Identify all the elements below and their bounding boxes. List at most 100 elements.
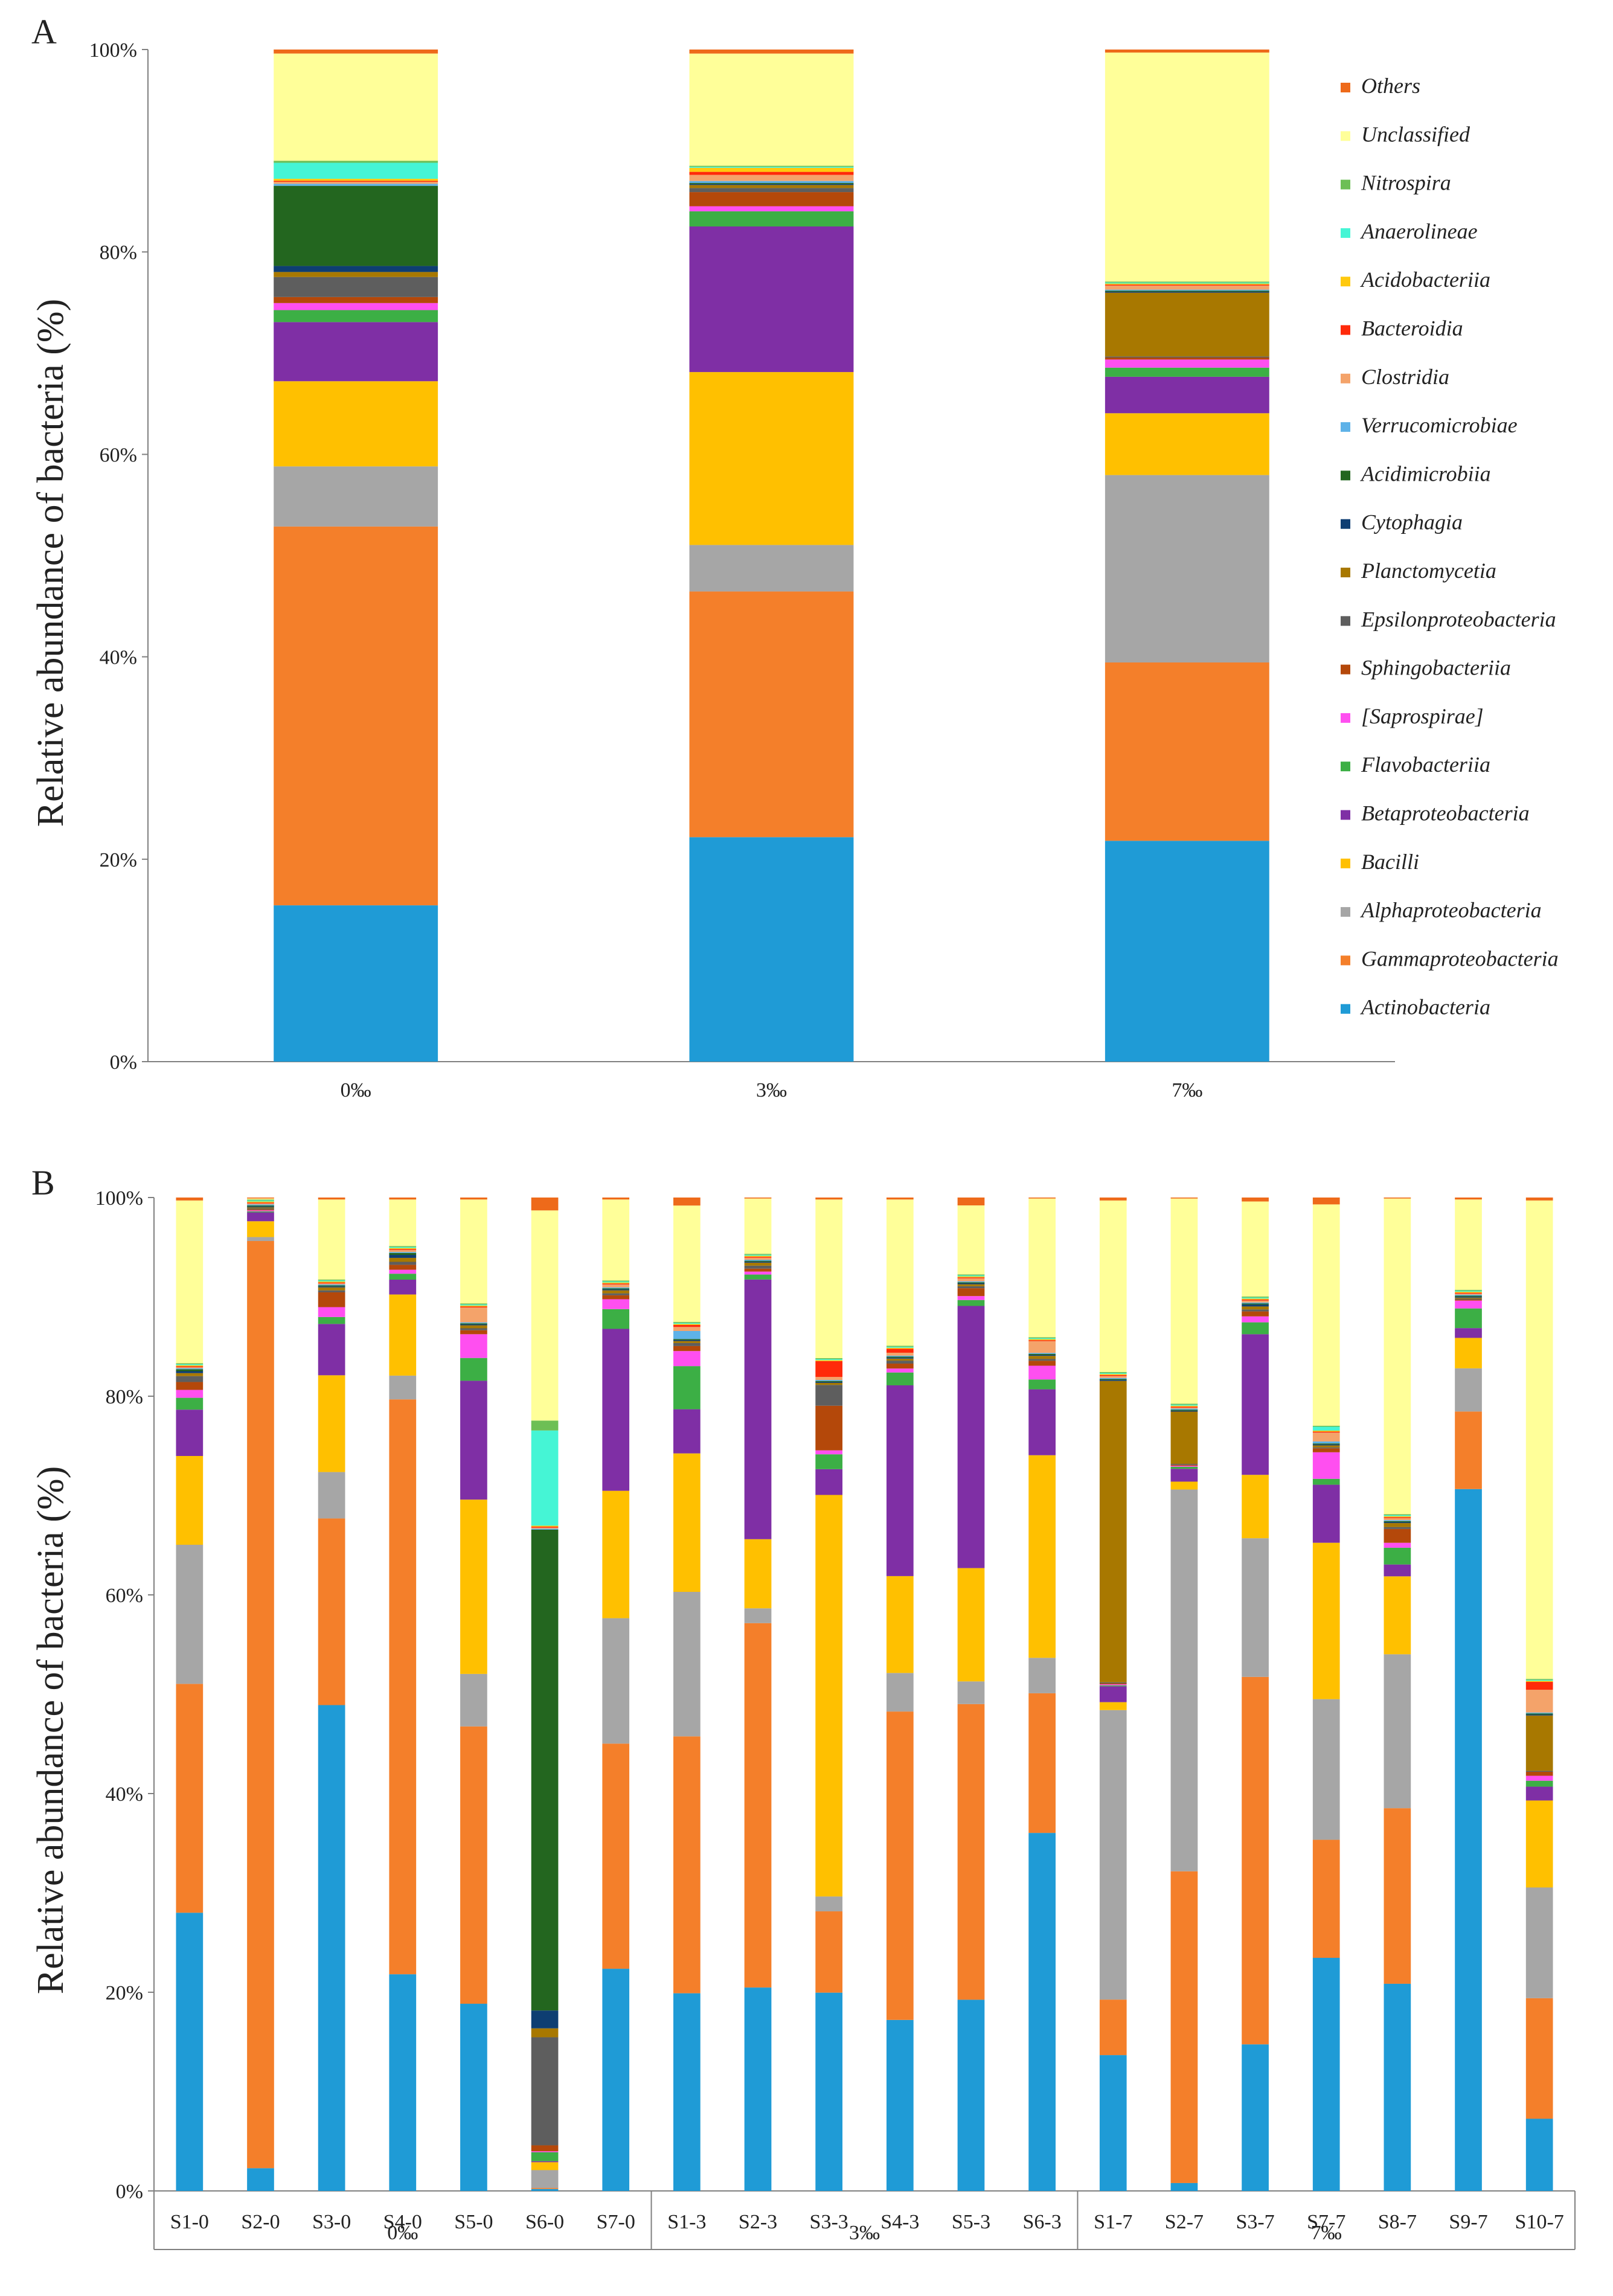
- panel-b-segment-actinobacteria-s3-0: [318, 1705, 345, 2191]
- panel-b-segment-flavobacteriia-s1-0: [176, 1397, 204, 1410]
- legend-label-clostridia: Clostridia: [1361, 365, 1449, 389]
- panel-b-segment-nitrospira-s6-0: [531, 1420, 559, 1431]
- panel-b-segment-alphaproteobacteria-s4-3: [886, 1673, 914, 1712]
- panel-b-segment-cytophagia-s4-0: [389, 1255, 417, 1258]
- panel-b-segment-sphingobacteriia-s7-0: [602, 1295, 630, 1300]
- panel-a-segment-epsilonproteobacteria-3: [689, 188, 854, 193]
- panel-b-bar-s4-0: [389, 1198, 417, 2191]
- panel-b-segment-acidimicrobiia-s3-7: [1242, 1303, 1269, 1305]
- panel-b-segment-others-s4-0: [389, 1198, 417, 1200]
- panel-a-x-tick-label: 3‰: [756, 1079, 787, 1102]
- panel-b-segment-verrucomicrobiae-s3-0: [318, 1284, 345, 1286]
- legend-swatch-unclassified: [1341, 131, 1350, 141]
- panel-b-segment-clostridia-s8-7: [1384, 1518, 1411, 1521]
- legend-label-sphingobacteriia: Sphingobacteriia: [1361, 656, 1511, 680]
- panel-b-x-tick-label: S2-7: [1165, 2211, 1204, 2233]
- panel-b-segment-gammaproteobacteria-s1-3: [673, 1736, 701, 1993]
- panel-b-segment-unclassified-s1-3: [673, 1205, 701, 1323]
- legend-label-verrucomicrobiae: Verrucomicrobiae: [1361, 413, 1518, 437]
- panel-a-segment-epsilonproteobacteria-7: [1105, 356, 1269, 358]
- panel-b-segment-planctomycetia-s2-7: [1170, 1411, 1198, 1464]
- panel-b-segment-sphingobacteriia-s2-3: [744, 1268, 772, 1272]
- panel-b-segment-clostridia-s10-7: [1525, 1690, 1553, 1713]
- panel-b-segment-bacteroidia-s3-0: [318, 1282, 345, 1284]
- panel-b-segment-sphingobacteriia-s1-0: [176, 1382, 204, 1390]
- panel-b-segment-bacilli-s3-3: [815, 1495, 843, 1897]
- panel-a-segment-flavobacteriia-3: [689, 211, 854, 227]
- panel-b-segment-unclassified-s1-7: [1099, 1200, 1127, 1372]
- panel-b-segment-saprospirae-s1-7: [1099, 1684, 1127, 1685]
- panel-b-segment-alphaproteobacteria-s2-7: [1170, 1489, 1198, 1871]
- panel-b-x-tick-label: S1-3: [667, 2211, 706, 2233]
- panel-b-segment-verrucomicrobiae-s2-0: [247, 1204, 274, 1206]
- panel-b-segment-bacilli-s5-0: [460, 1499, 487, 1674]
- panel-b-segment-planctomycetia-s6-0: [531, 2028, 559, 2038]
- panel-b-segment-nitrospira-s8-7: [1384, 1514, 1411, 1516]
- legend-label-acidobacteriia: Acidobacteriia: [1360, 268, 1490, 292]
- panel-a-segment-unclassified-7: [1105, 53, 1269, 282]
- panel-a-segment-verrucomicrobiae-0: [274, 184, 438, 186]
- panel-a-segment-bacilli-0: [274, 381, 438, 467]
- panel-a-segment-saprospirae-3: [689, 206, 854, 211]
- panel-b-segment-acidobacteriia-s1-7: [1099, 1374, 1127, 1375]
- panel-b-segment-betaproteobacteria-s7-0: [602, 1329, 630, 1491]
- panel-b-segment-bacteroidia-s7-7: [1312, 1431, 1340, 1433]
- panel-b-segment-flavobacteriia-s6-0: [531, 2152, 559, 2161]
- panel-b-segment-acidimicrobiia-s1-7: [1099, 1379, 1127, 1380]
- panel-b-segment-betaproteobacteria-s9-7: [1455, 1328, 1482, 1338]
- panel-b-segment-nitrospira-s2-3: [744, 1254, 772, 1255]
- panel-b-segment-planctomycetia-s6-3: [1028, 1356, 1056, 1359]
- legend-label-epsilonproteobacteria: Epsilonproteobacteria: [1361, 607, 1556, 631]
- panel-b-segment-anaerolineae-s3-3: [815, 1359, 843, 1361]
- panel-b-segment-anaerolineae-s2-3: [744, 1254, 772, 1256]
- panel-b-y-tick-label: 100%: [95, 1187, 143, 1210]
- panel-b-segment-nitrospira-s7-7: [1312, 1425, 1340, 1427]
- panel-b-segment-acidimicrobiia-s4-3: [886, 1356, 914, 1358]
- panel-b-segment-others-s2-3: [744, 1198, 772, 1199]
- panel-b-segment-unclassified-s5-0: [460, 1199, 487, 1304]
- panel-b-segment-others-s6-3: [1028, 1198, 1056, 1199]
- panel-b-segment-bacteroidia-s4-3: [886, 1348, 914, 1353]
- panel-b-segment-bacteroidia-s2-7: [1170, 1406, 1198, 1408]
- panel-b-segment-acidobacteriia-s7-0: [602, 1282, 630, 1284]
- legend-swatch-bacilli: [1341, 858, 1350, 868]
- panel-b-segment-verrucomicrobiae-s1-0: [176, 1368, 204, 1370]
- panel-b-segment-gammaproteobacteria-s8-7: [1384, 1808, 1411, 1984]
- panel-b-bar-s1-0: [176, 1198, 204, 2191]
- panel-b-segment-planctomycetia-s10-7: [1525, 1715, 1553, 1771]
- panel-b-segment-others-s3-7: [1242, 1198, 1269, 1202]
- panel-b-segment-saprospirae-s10-7: [1525, 1775, 1553, 1781]
- panel-b-segment-alphaproteobacteria-s3-0: [318, 1472, 345, 1519]
- panel-a-segment-gammaproteobacteria-0: [274, 526, 438, 906]
- panel-b-segment-unclassified-s6-0: [531, 1210, 559, 1421]
- panel-b-segment-verrucomicrobiae-s2-7: [1170, 1408, 1198, 1410]
- panel-b-x-tick-label: S9-7: [1449, 2211, 1487, 2233]
- panel-b-segment-clostridia-s2-3: [744, 1257, 772, 1260]
- panel-b-segment-flavobacteriia-s5-3: [957, 1300, 985, 1306]
- panel-b-segment-sphingobacteriia-s6-0: [531, 2145, 559, 2152]
- panel-b-label: B: [31, 1163, 55, 1202]
- panel-b-segment-saprospirae-s5-0: [460, 1334, 487, 1358]
- panel-b-segment-clostridia-s2-0: [247, 1203, 274, 1205]
- panel-b-segment-cytophagia-s1-7: [1099, 1380, 1127, 1381]
- panel-a-y-tick-label: 60%: [100, 444, 137, 466]
- panel-a-segment-gammaproteobacteria-3: [689, 591, 854, 838]
- panel-a-segment-saprospirae-7: [1105, 359, 1269, 368]
- panel-b-segment-saprospirae-s2-7: [1170, 1466, 1198, 1467]
- panel-a-segment-bacilli-3: [689, 372, 854, 545]
- panel-b-segment-epsilonproteobacteria-s7-0: [602, 1293, 630, 1295]
- panel-b-x-tick-label: S4-3: [880, 2211, 919, 2233]
- panel-b-segment-anaerolineae-s4-0: [389, 1246, 417, 1248]
- panel-b-segment-sphingobacteriia-s5-3: [957, 1288, 985, 1297]
- panel-b-segment-flavobacteriia-s8-7: [1384, 1547, 1411, 1565]
- panel-b-segment-saprospirae-s3-7: [1242, 1316, 1269, 1323]
- panel-b-segment-alphaproteobacteria-s5-3: [957, 1681, 985, 1704]
- panel-b-segment-flavobacteriia-s3-0: [318, 1316, 345, 1324]
- panel-b-bar-s2-3: [744, 1198, 772, 2191]
- panel-b-segment-unclassified-s7-0: [602, 1199, 630, 1281]
- panel-b-segment-cytophagia-s9-7: [1455, 1297, 1482, 1298]
- panel-b-segment-nitrospira-s1-0: [176, 1363, 204, 1365]
- panel-b-segment-acidobacteriia-s6-3: [1028, 1339, 1056, 1341]
- legend-swatch-gammaproteobacteria: [1341, 955, 1350, 966]
- panel-b-segment-nitrospira-s4-0: [389, 1246, 417, 1247]
